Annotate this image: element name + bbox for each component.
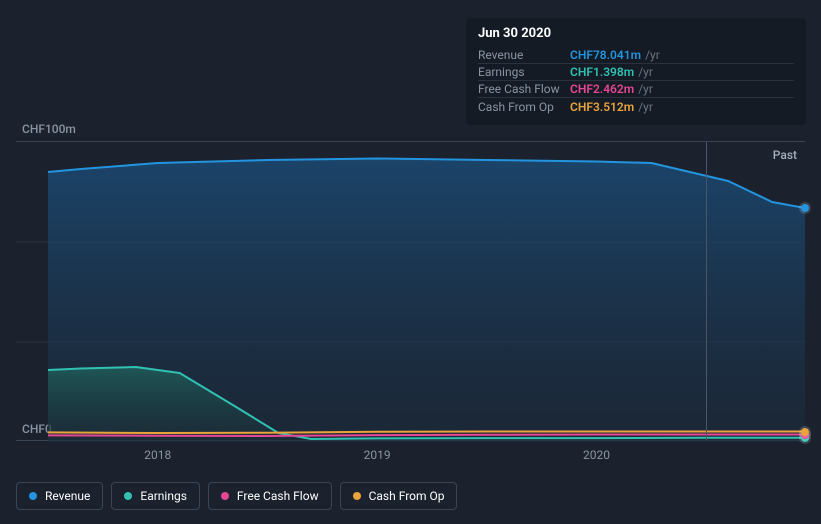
x-tick-label: 2019 [364,448,391,462]
tooltip-row: Cash From OpCHF3.512m/yr [478,98,794,115]
past-label: Past [773,148,797,162]
legend-item-label: Revenue [45,489,90,503]
tooltip-date: Jun 30 2020 [478,26,794,41]
tooltip-row-value: CHF3.512m [570,100,634,114]
tooltip-row-label: Free Cash Flow [478,82,570,96]
legend-item-earnings[interactable]: Earnings [111,482,200,510]
legend-item-free-cash-flow[interactable]: Free Cash Flow [208,482,332,510]
x-tick-label: 2020 [583,448,610,462]
legend-item-label: Free Cash Flow [237,489,319,503]
tooltip-row: RevenueCHF78.041m/yr [478,47,794,64]
tooltip-row-value: CHF2.462m [570,82,634,96]
tooltip-row: EarningsCHF1.398m/yr [478,64,794,81]
legend-item-cash-from-op[interactable]: Cash From Op [340,482,458,510]
legend-item-label: Earnings [140,489,187,503]
tooltip-row-unit: /yr [638,65,653,79]
tooltip-row: Free Cash FlowCHF2.462m/yr [478,81,794,98]
chart-plot-area[interactable]: Past [16,141,805,441]
chart-tooltip: Jun 30 2020 RevenueCHF78.041m/yrEarnings… [466,18,806,125]
legend-dot-icon [353,492,361,500]
series-endcap-revenue [801,204,809,212]
x-axis-ticks: 2018 2019 2020 [16,448,805,464]
legend-item-revenue[interactable]: Revenue [16,482,103,510]
x-tick-label: 2018 [144,448,171,462]
legend-dot-icon [221,492,229,500]
tooltip-row-label: Cash From Op [478,100,570,114]
series-endcap-cfo [801,428,809,436]
tooltip-row-unit: /yr [638,100,653,114]
tooltip-row-value: CHF1.398m [570,65,634,79]
y-axis-max-label: CHF100m [22,122,76,136]
tooltip-row-unit: /yr [638,82,653,96]
legend-dot-icon [29,492,37,500]
tooltip-row-value: CHF78.041m [570,48,641,62]
tooltip-row-label: Revenue [478,48,570,62]
tooltip-row-label: Earnings [478,65,570,79]
crosshair-line [706,142,707,440]
legend-item-label: Cash From Op [369,489,445,503]
tooltip-row-unit: /yr [645,48,660,62]
chart-legend: Revenue Earnings Free Cash Flow Cash From O… [16,482,457,510]
legend-dot-icon [124,492,132,500]
